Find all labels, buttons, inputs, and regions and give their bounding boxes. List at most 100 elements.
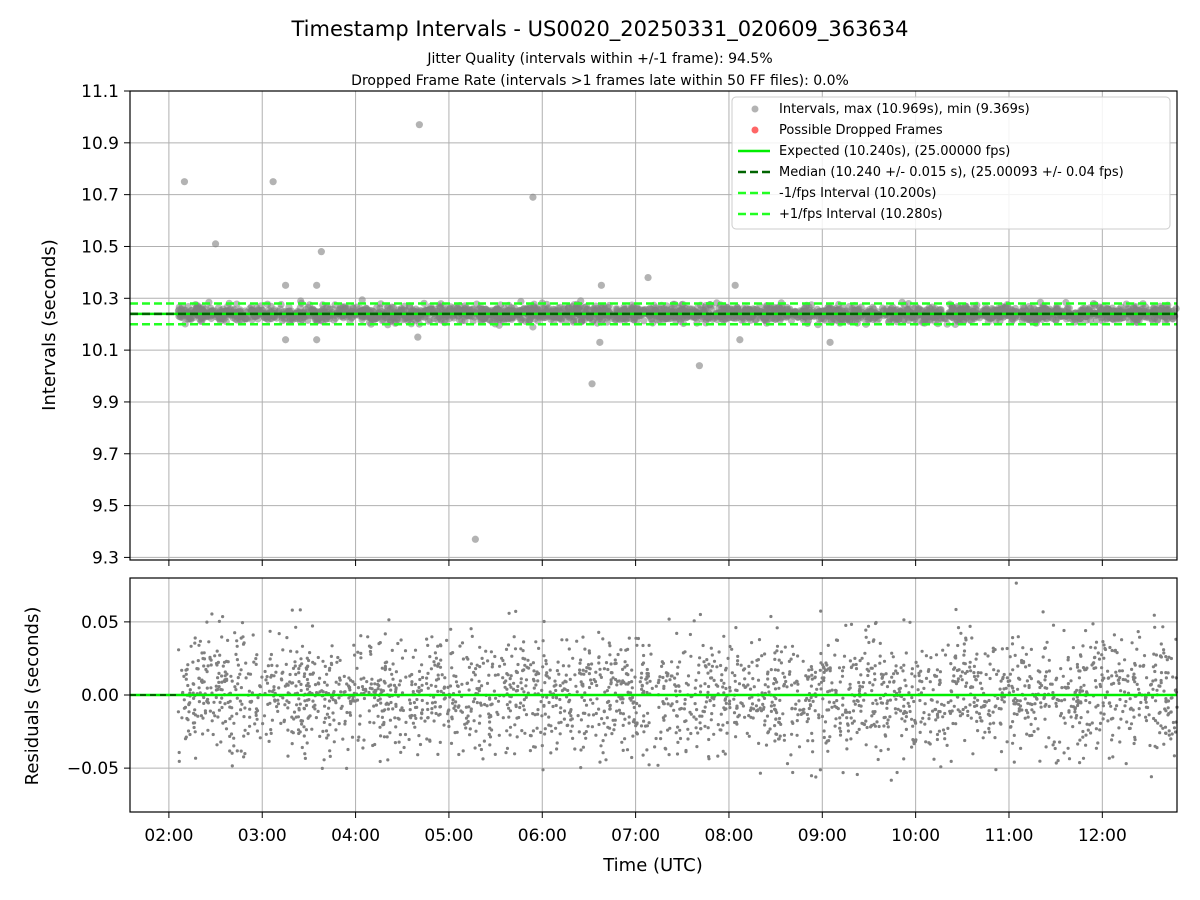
residual-point bbox=[970, 636, 974, 640]
residual-point bbox=[1115, 674, 1119, 678]
residual-point bbox=[296, 728, 301, 732]
residual-point bbox=[733, 720, 737, 725]
residual-point bbox=[580, 683, 584, 687]
residual-point bbox=[625, 663, 629, 668]
residual-point bbox=[567, 664, 571, 668]
residual-point bbox=[587, 685, 592, 690]
residual-point bbox=[417, 689, 421, 693]
residual-point bbox=[697, 663, 701, 667]
residual-point bbox=[508, 725, 513, 729]
residual-point bbox=[221, 664, 225, 668]
residual-point bbox=[228, 749, 232, 753]
residual-point bbox=[254, 713, 258, 718]
residual-point bbox=[858, 684, 862, 688]
residual-point bbox=[929, 656, 933, 660]
residual-point bbox=[811, 739, 815, 743]
residual-point bbox=[305, 687, 310, 691]
residual-point bbox=[605, 700, 610, 705]
residual-point bbox=[571, 656, 575, 660]
residual-point bbox=[819, 609, 823, 613]
residual-point bbox=[213, 714, 217, 718]
residual-point bbox=[864, 635, 868, 639]
interval-point bbox=[377, 300, 385, 308]
residual-point bbox=[818, 668, 822, 672]
residual-point bbox=[308, 714, 312, 718]
residual-point bbox=[639, 676, 643, 680]
residual-point bbox=[1024, 665, 1028, 669]
residual-point bbox=[230, 679, 234, 683]
residual-point bbox=[983, 730, 987, 734]
residual-point bbox=[815, 687, 819, 691]
residual-point bbox=[356, 738, 360, 742]
residual-point bbox=[1089, 731, 1093, 735]
residual-point bbox=[1073, 710, 1077, 714]
interval-point bbox=[771, 315, 779, 324]
residual-point bbox=[725, 721, 730, 725]
residual-point bbox=[429, 667, 433, 671]
residual-point bbox=[533, 745, 537, 749]
residual-point bbox=[1024, 652, 1028, 656]
residual-point bbox=[1008, 725, 1013, 729]
residual-point bbox=[217, 708, 221, 712]
residual-point bbox=[918, 698, 922, 703]
residual-point bbox=[191, 682, 195, 686]
residual-point bbox=[785, 685, 789, 689]
residual-point bbox=[242, 715, 246, 719]
residual-point bbox=[297, 697, 301, 701]
residual-point bbox=[1062, 716, 1066, 720]
residual-point bbox=[748, 687, 753, 691]
residual-point bbox=[554, 703, 558, 708]
residual-point bbox=[423, 719, 427, 723]
residual-point bbox=[567, 711, 572, 715]
residual-point bbox=[207, 640, 211, 644]
residual-point bbox=[391, 677, 395, 681]
residual-point bbox=[1081, 756, 1086, 760]
residual-point bbox=[488, 735, 493, 739]
residual-point bbox=[1098, 721, 1103, 726]
residual-point bbox=[773, 708, 778, 712]
residual-point bbox=[661, 661, 666, 666]
residual-point bbox=[342, 690, 346, 694]
residual-point bbox=[269, 675, 273, 679]
residual-point bbox=[265, 675, 269, 679]
residual-point bbox=[279, 721, 283, 726]
residual-point bbox=[934, 718, 938, 722]
residual-point bbox=[1164, 655, 1168, 659]
residual-point bbox=[1002, 700, 1006, 704]
residual-point bbox=[1079, 685, 1083, 689]
residual-point bbox=[763, 683, 767, 687]
residual-point bbox=[300, 722, 304, 726]
residual-point bbox=[1117, 662, 1121, 666]
residual-point bbox=[210, 719, 214, 723]
residual-point bbox=[658, 675, 662, 679]
residual-point bbox=[1076, 742, 1080, 746]
residual-point bbox=[1081, 666, 1086, 670]
interval-point bbox=[1169, 315, 1177, 323]
residual-point bbox=[601, 637, 605, 641]
residual-point bbox=[261, 722, 265, 726]
residual-point bbox=[976, 674, 980, 678]
intervals-y-tick-label: 10.3 bbox=[81, 289, 119, 309]
residual-point bbox=[1155, 688, 1159, 692]
residual-point bbox=[343, 722, 347, 726]
residual-point bbox=[218, 653, 222, 657]
residual-point bbox=[501, 658, 505, 663]
residual-point bbox=[1067, 757, 1072, 761]
residual-point bbox=[383, 632, 387, 636]
residual-point bbox=[1078, 761, 1082, 765]
residual-point bbox=[1149, 775, 1153, 779]
residual-point bbox=[851, 709, 856, 713]
residual-point bbox=[968, 665, 972, 669]
chart-subtitle-jitter: Jitter Quality (intervals within +/-1 fr… bbox=[426, 51, 772, 67]
residual-point bbox=[878, 654, 882, 658]
residual-point bbox=[1030, 708, 1034, 712]
residual-point bbox=[215, 743, 219, 747]
residual-point bbox=[783, 645, 787, 649]
residual-point bbox=[1171, 720, 1175, 725]
residual-point bbox=[878, 696, 883, 701]
residual-point bbox=[272, 688, 276, 692]
interval-point bbox=[264, 316, 272, 324]
residual-point bbox=[458, 644, 462, 648]
residual-point bbox=[332, 740, 336, 744]
interval-point bbox=[539, 313, 547, 321]
